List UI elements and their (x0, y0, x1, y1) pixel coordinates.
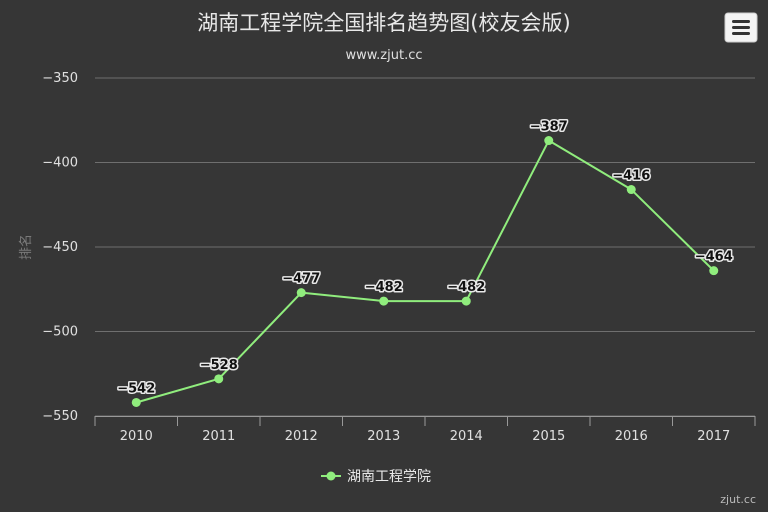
y-axis-title: 排名 (18, 234, 34, 260)
legend-item-label[interactable]: 湖南工程学院 (347, 469, 431, 485)
data-point[interactable] (626, 185, 636, 195)
data-point[interactable] (461, 296, 471, 306)
y-tick-label: −350 (42, 71, 78, 86)
series-line (135, 139, 715, 404)
data-label: −482 (365, 280, 403, 295)
y-tick-label: −400 (42, 156, 78, 171)
grid-lines (95, 77, 755, 417)
data-label: −464 (695, 250, 733, 265)
data-label: −482 (447, 280, 485, 295)
x-tick-label: 2016 (615, 429, 648, 444)
hamburger-menu-icon (732, 20, 750, 35)
data-label: −477 (282, 272, 320, 287)
y-tick-label: −450 (42, 240, 78, 255)
data-label: −542 (117, 381, 155, 396)
chart-subtitle: www.zjut.cc (345, 48, 422, 63)
data-point[interactable] (131, 397, 141, 407)
data-point[interactable] (544, 136, 554, 146)
x-tick-label: 2011 (202, 429, 235, 444)
x-tick-label: 2015 (532, 429, 565, 444)
data-label: −416 (612, 169, 650, 184)
legend[interactable]: 湖南工程学院 (321, 469, 431, 485)
x-tick-label: 2010 (120, 429, 153, 444)
x-tick-label: 2012 (285, 429, 318, 444)
data-labels: −542 −528 −477 −482 −482 −387 −416 −464 (116, 118, 735, 398)
credits-text[interactable]: zjut.cc (720, 493, 756, 506)
series-layer (131, 136, 719, 407)
data-point[interactable] (214, 374, 224, 384)
data-label: −528 (200, 358, 238, 373)
data-label: −387 (530, 120, 568, 135)
x-tick-label: 2013 (367, 429, 400, 444)
data-point[interactable] (709, 266, 719, 276)
x-tick-label: 2017 (697, 429, 730, 444)
data-point[interactable] (296, 288, 306, 298)
y-tick-label: −500 (42, 325, 78, 340)
chart-title: 湖南工程学院全国排名趋势图(校友会版) (197, 11, 570, 35)
context-menu-button[interactable] (724, 12, 758, 43)
y-tick-label: −550 (42, 409, 78, 424)
y-axis-ticks: −350 −400 −450 −500 −550 (42, 71, 78, 424)
x-axis: 2010 2011 2012 2013 2014 2015 2016 2017 (94, 416, 756, 444)
x-tick-label: 2014 (450, 429, 483, 444)
data-point[interactable] (379, 296, 389, 306)
legend-marker-icon (326, 471, 336, 481)
